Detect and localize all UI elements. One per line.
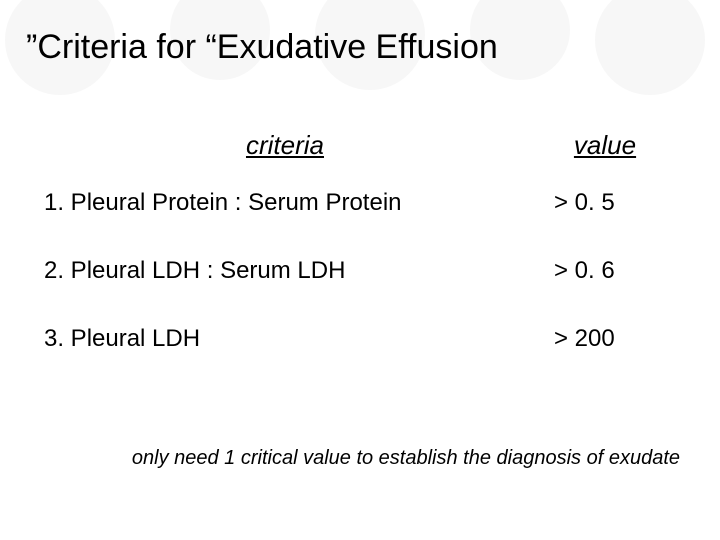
cell-criteria: 2. Pleural LDH : Serum LDH bbox=[40, 257, 530, 285]
page-title: ”Criteria for “Exudative Effusion bbox=[26, 28, 498, 67]
cell-value: > 200 bbox=[530, 325, 680, 353]
table-header: criteria value bbox=[40, 130, 680, 169]
table-row: 1. Pleural Protein : Serum Protein > 0. … bbox=[40, 169, 680, 237]
header-criteria: criteria bbox=[40, 130, 530, 161]
header-value: value bbox=[530, 130, 680, 161]
cell-criteria: 1. Pleural Protein : Serum Protein bbox=[40, 189, 530, 217]
cell-value: > 0. 5 bbox=[530, 189, 680, 217]
footnote: only need 1 critical value to establish … bbox=[80, 446, 680, 471]
criteria-table: criteria value 1. Pleural Protein : Seru… bbox=[40, 130, 680, 373]
table-row: 3. Pleural LDH > 200 bbox=[40, 305, 680, 373]
decor-circle bbox=[595, 0, 705, 95]
cell-value: > 0. 6 bbox=[530, 257, 680, 285]
table-row: 2. Pleural LDH : Serum LDH > 0. 6 bbox=[40, 237, 680, 305]
cell-criteria: 3. Pleural LDH bbox=[40, 325, 530, 353]
